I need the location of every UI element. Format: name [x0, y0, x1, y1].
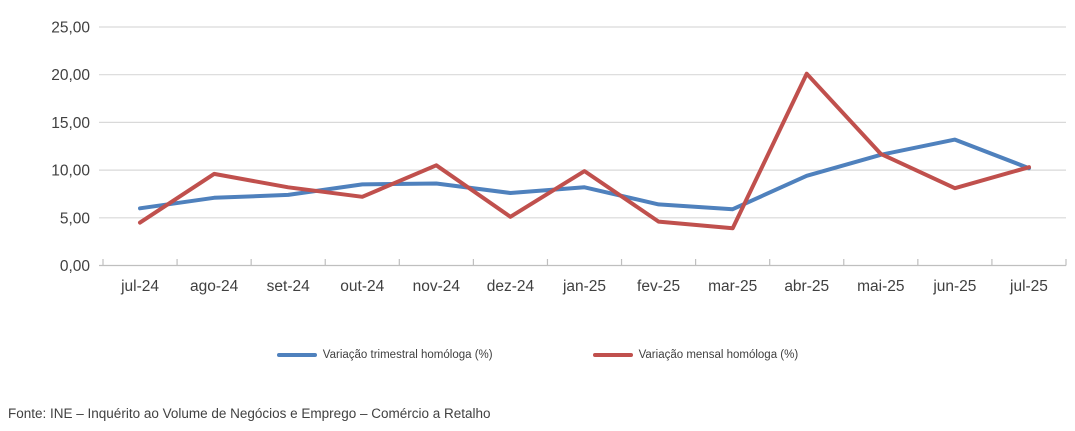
y-tick-label: 0,00 — [60, 258, 91, 275]
x-tick-label: ago-24 — [190, 278, 239, 295]
y-tick-label: 25,00 — [51, 20, 90, 37]
x-tick-label: nov-24 — [413, 278, 461, 295]
y-tick-label: 15,00 — [51, 115, 90, 132]
legend-label-mensal: Variação mensal homóloga (%) — [638, 349, 799, 361]
x-tick-label: mai-25 — [857, 278, 904, 295]
x-tick-label: out-24 — [340, 278, 384, 295]
x-tick-label: jul-24 — [120, 278, 159, 295]
x-tick-label: set-24 — [267, 278, 310, 295]
x-tick-label: jan-25 — [562, 278, 606, 295]
x-tick-label: jun-25 — [932, 278, 976, 295]
line-chart: 0,00 5,00 10,00 15,00 20,00 25,00 jul-24 ago-24… — [51, 20, 1067, 295]
y-tick-label: 20,00 — [51, 67, 90, 84]
legend-item-mensal: Variação mensal homóloga (%) — [592, 348, 799, 362]
series-line-trimestral — [138, 137, 1031, 212]
y-tick-label: 5,00 — [60, 210, 91, 227]
chart-legend: Variação trimestral homóloga (%) Variaçã… — [0, 348, 1075, 362]
legend-item-trimestral: Variação trimestral homóloga (%) — [276, 348, 493, 362]
legend-marker-mensal-line — [592, 353, 633, 357]
legend-label-trimestral: Variação trimestral homóloga (%) — [322, 349, 493, 361]
legend-marker-trimestral-line — [276, 353, 317, 357]
x-tick-label: mar-25 — [708, 278, 757, 295]
x-tick-label: abr-25 — [784, 278, 829, 295]
x-tick-label: fev-25 — [637, 278, 680, 295]
x-tick-label: dez-24 — [487, 278, 535, 295]
x-tick-label: jul-25 — [1009, 278, 1048, 295]
source-note: Fonte: INE – Inquérito ao Volume de Negó… — [8, 406, 491, 421]
series-line-mensal — [138, 71, 1031, 231]
y-tick-label: 10,00 — [51, 163, 90, 180]
